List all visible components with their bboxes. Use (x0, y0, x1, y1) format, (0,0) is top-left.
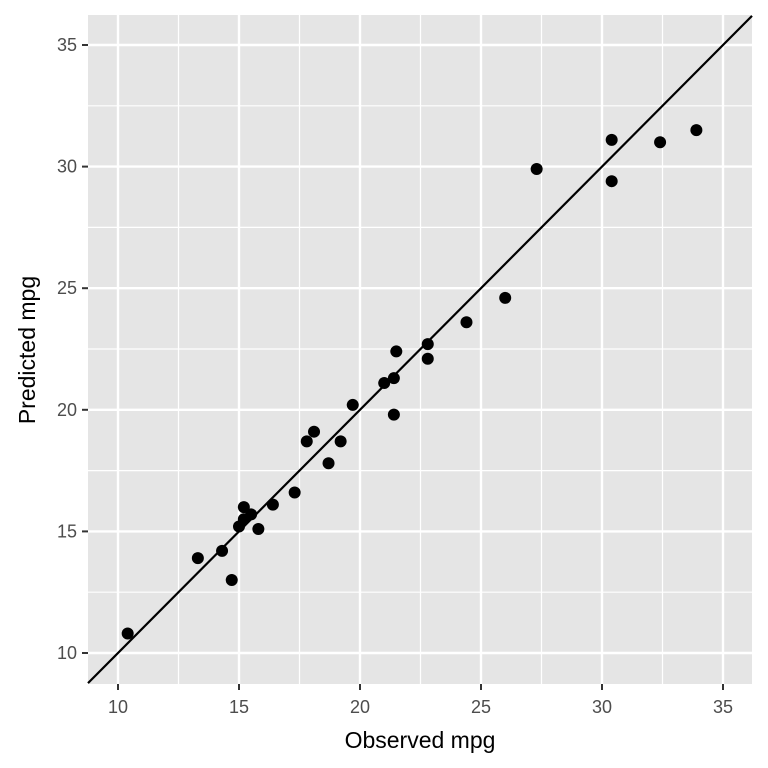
y-tick-label: 10 (57, 643, 77, 663)
y-tick-label: 20 (57, 400, 77, 420)
data-point (387, 408, 400, 421)
data-point (530, 163, 543, 176)
data-point (322, 457, 335, 470)
gridlines (88, 15, 752, 684)
data-point (266, 498, 279, 511)
data-point (334, 435, 347, 448)
data-point (121, 627, 134, 640)
data-point (308, 425, 321, 438)
data-point (346, 398, 359, 411)
data-point (288, 486, 301, 499)
data-point (237, 501, 250, 514)
y-tick-label: 30 (57, 157, 77, 177)
y-axis-title: Predicted mpg (14, 276, 40, 424)
data-points (121, 124, 703, 640)
data-point (605, 175, 618, 188)
data-point (690, 124, 703, 137)
y-tick-label: 35 (57, 35, 77, 55)
x-tick-label: 25 (471, 697, 491, 717)
data-point (499, 291, 512, 304)
data-point (421, 338, 434, 351)
data-point (654, 136, 667, 149)
data-point (252, 522, 265, 535)
x-tick-label: 20 (350, 697, 370, 717)
data-point (245, 508, 258, 521)
data-point (216, 544, 229, 557)
y-tick-label: 25 (57, 278, 77, 298)
data-point (387, 372, 400, 385)
x-axis-title: Observed mpg (345, 727, 496, 753)
x-axis: 10 15 20 25 30 35 (108, 684, 733, 717)
data-point (421, 352, 434, 365)
data-point (605, 133, 618, 146)
data-point (191, 552, 204, 565)
y-tick-label: 15 (57, 521, 77, 541)
data-point (460, 316, 473, 329)
data-point (225, 574, 238, 587)
x-tick-label: 15 (229, 697, 249, 717)
x-tick-label: 10 (108, 697, 128, 717)
data-point (390, 345, 403, 358)
identity-line (87, 15, 753, 684)
x-tick-label: 30 (592, 697, 612, 717)
x-tick-label: 35 (713, 697, 733, 717)
data-point (300, 435, 313, 448)
data-point (378, 377, 391, 390)
y-axis: 10 15 20 25 30 35 (57, 35, 88, 663)
